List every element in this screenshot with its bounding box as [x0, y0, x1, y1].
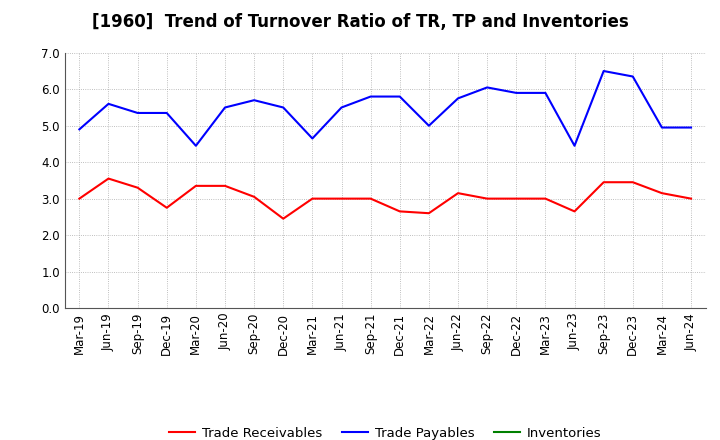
Trade Receivables	[395, 209, 404, 214]
Trade Payables	[75, 127, 84, 132]
Trade Receivables	[308, 196, 317, 201]
Trade Payables	[308, 136, 317, 141]
Trade Receivables	[454, 191, 462, 196]
Line: Trade Receivables: Trade Receivables	[79, 179, 691, 219]
Trade Payables	[687, 125, 696, 130]
Trade Receivables	[133, 185, 142, 191]
Trade Receivables	[192, 183, 200, 188]
Trade Payables	[454, 96, 462, 101]
Trade Payables	[220, 105, 229, 110]
Trade Payables	[483, 85, 492, 90]
Legend: Trade Receivables, Trade Payables, Inventories: Trade Receivables, Trade Payables, Inven…	[163, 422, 607, 440]
Trade Payables	[541, 90, 550, 95]
Trade Receivables	[250, 194, 258, 199]
Trade Receivables	[599, 180, 608, 185]
Trade Receivables	[425, 211, 433, 216]
Trade Payables	[366, 94, 375, 99]
Trade Payables	[163, 110, 171, 116]
Line: Trade Payables: Trade Payables	[79, 71, 691, 146]
Trade Receivables	[104, 176, 113, 181]
Trade Payables	[250, 98, 258, 103]
Trade Payables	[657, 125, 666, 130]
Trade Receivables	[163, 205, 171, 210]
Trade Payables	[279, 105, 287, 110]
Trade Payables	[337, 105, 346, 110]
Trade Payables	[629, 74, 637, 79]
Trade Payables	[133, 110, 142, 116]
Trade Receivables	[220, 183, 229, 188]
Trade Payables	[512, 90, 521, 95]
Trade Payables	[104, 101, 113, 106]
Trade Payables	[395, 94, 404, 99]
Trade Receivables	[512, 196, 521, 201]
Trade Payables	[425, 123, 433, 128]
Trade Receivables	[629, 180, 637, 185]
Trade Receivables	[366, 196, 375, 201]
Trade Receivables	[279, 216, 287, 221]
Trade Receivables	[337, 196, 346, 201]
Trade Receivables	[541, 196, 550, 201]
Trade Receivables	[657, 191, 666, 196]
Trade Payables	[599, 68, 608, 73]
Trade Payables	[570, 143, 579, 148]
Text: [1960]  Trend of Turnover Ratio of TR, TP and Inventories: [1960] Trend of Turnover Ratio of TR, TP…	[91, 13, 629, 31]
Trade Receivables	[483, 196, 492, 201]
Trade Receivables	[570, 209, 579, 214]
Trade Receivables	[687, 196, 696, 201]
Trade Receivables	[75, 196, 84, 201]
Trade Payables	[192, 143, 200, 148]
